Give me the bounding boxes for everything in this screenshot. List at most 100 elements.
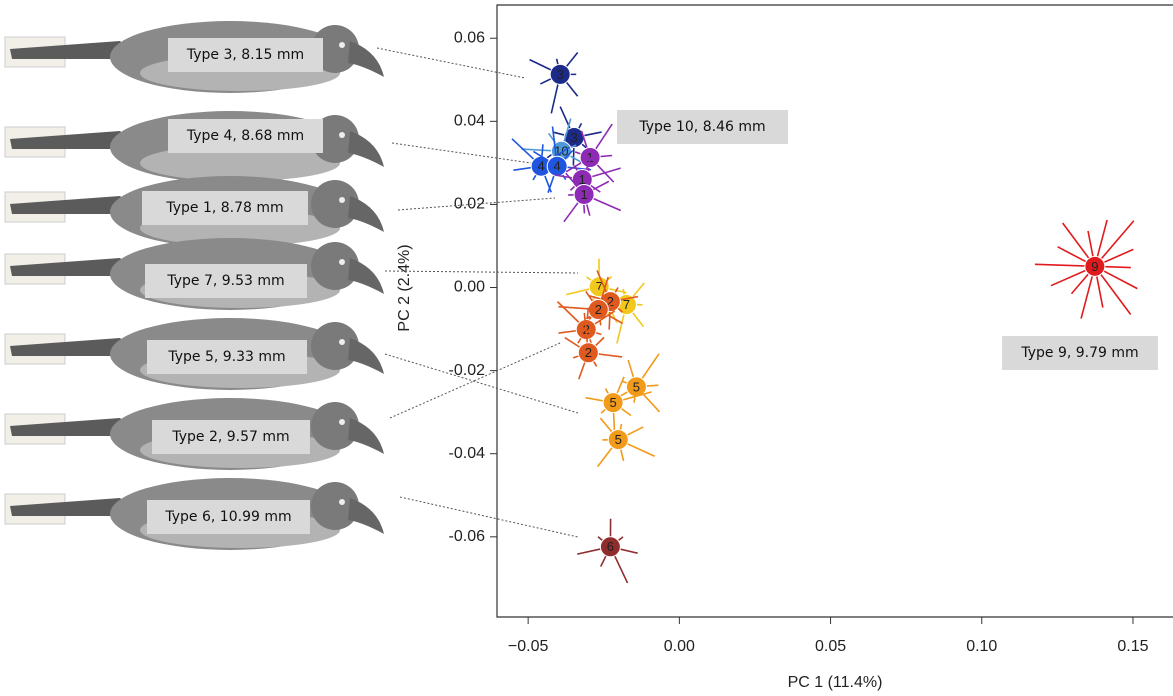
point-label: 1 [580, 187, 587, 202]
point-label: 3 [570, 130, 577, 145]
point-label: 9 [1091, 259, 1098, 274]
bird-head [311, 242, 359, 290]
point-label: 4 [538, 159, 545, 174]
point-group: 1 [565, 123, 615, 183]
x-tick-label: 0.00 [664, 638, 695, 655]
point-group: 5 [596, 417, 655, 468]
bird-beak [348, 258, 384, 294]
bird-beak [348, 196, 384, 232]
point [607, 429, 629, 451]
leader-line [391, 142, 546, 166]
leader-line [389, 342, 561, 419]
x-tick-label: 0.05 [815, 638, 846, 655]
point-label: 1 [579, 172, 586, 187]
point-group: 1 [563, 172, 622, 223]
leader-line [384, 353, 579, 414]
y-tick-label: 0.06 [454, 29, 485, 46]
point-label: 3 [557, 67, 564, 82]
point-label: 5 [610, 395, 617, 410]
leader-line [399, 496, 579, 538]
y-tick-label: 0.04 [454, 113, 485, 130]
point-group: 5 [585, 376, 652, 437]
bird-eye [339, 197, 345, 203]
bird-eye [339, 419, 345, 425]
point-label: 6 [607, 539, 614, 554]
leader-line [384, 270, 579, 274]
point-group: 2 [564, 312, 623, 380]
point-label: 2 [585, 345, 592, 360]
point-label: 4 [554, 159, 561, 174]
point-group: 3 [541, 106, 602, 166]
annotation-box [147, 340, 307, 374]
bird-head [311, 482, 359, 530]
annotation-box [147, 500, 310, 534]
annotation: Type 7, 9.53 mm [166, 273, 284, 289]
point [579, 146, 601, 168]
point-label: 5 [633, 379, 640, 394]
point [573, 183, 595, 205]
bird-tail [10, 131, 140, 149]
annotation: Type 5, 9.33 mm [167, 349, 285, 365]
plot-frame [496, 4, 1173, 618]
annotation-box [617, 110, 788, 144]
annotation: Type 3, 8.15 mm [186, 47, 304, 63]
point [549, 63, 571, 85]
bird-beak [348, 131, 384, 167]
bird-eye [339, 259, 345, 265]
point [1084, 255, 1106, 277]
bird-eye [339, 339, 345, 345]
annotation-box [168, 38, 323, 72]
point [577, 342, 599, 364]
annotation: Type 9, 9.79 mm [1020, 345, 1138, 361]
bird-beak [348, 418, 384, 454]
point [599, 536, 621, 558]
bird-beak [348, 498, 384, 534]
bird-tail [10, 196, 140, 214]
bird-eye [339, 132, 345, 138]
y-axis-label: PC 2 (2.4%) [396, 244, 413, 331]
point-group: 9 [1034, 219, 1138, 319]
bird-tail [10, 258, 140, 276]
y-tick-label: -0.02 [449, 362, 486, 379]
annotation-box [145, 264, 307, 298]
point-label: 7 [596, 279, 603, 294]
bird-head [311, 402, 359, 450]
y-tick-label: 0.00 [454, 279, 485, 296]
annotation: Type 1, 8.78 mm [165, 200, 283, 216]
x-tick-label: 0.15 [1117, 638, 1148, 655]
bird-eye [339, 42, 345, 48]
bird-eye [339, 499, 345, 505]
annotation: Type 10, 8.46 mm [638, 119, 765, 135]
bird-tail [10, 498, 140, 516]
annotation-box [168, 119, 323, 153]
point [602, 392, 624, 414]
bird-tail [10, 338, 140, 356]
bird-beak [348, 41, 384, 77]
annotation: Type 2, 9.57 mm [171, 429, 289, 445]
bird-head [311, 322, 359, 370]
x-tick-label: −0.05 [508, 638, 549, 655]
annotation-box [1002, 336, 1158, 370]
annotation-box [142, 191, 308, 225]
point-group: 6 [577, 518, 638, 584]
point-label: 2 [595, 302, 602, 317]
leader-line [376, 47, 526, 79]
y-tick-label: 0.02 [454, 196, 485, 213]
bird-beak [348, 338, 384, 374]
point-label: 7 [623, 297, 630, 312]
x-tick-label: 0.10 [966, 638, 997, 655]
annotation: Type 4, 8.68 mm [186, 128, 304, 144]
point-group: 3 [529, 51, 579, 114]
bird-tail [10, 418, 140, 436]
bird-belly [140, 145, 340, 181]
point-label: 2 [607, 294, 614, 309]
y-tick-label: -0.04 [449, 445, 486, 462]
bird-tail [10, 41, 140, 59]
y-tick-label: -0.06 [449, 528, 486, 545]
bird-head [311, 180, 359, 228]
point-label: 1 [587, 150, 594, 165]
annotation: Type 6, 10.99 mm [164, 509, 291, 525]
point-label: 5 [615, 432, 622, 447]
annotation-box [152, 420, 310, 454]
